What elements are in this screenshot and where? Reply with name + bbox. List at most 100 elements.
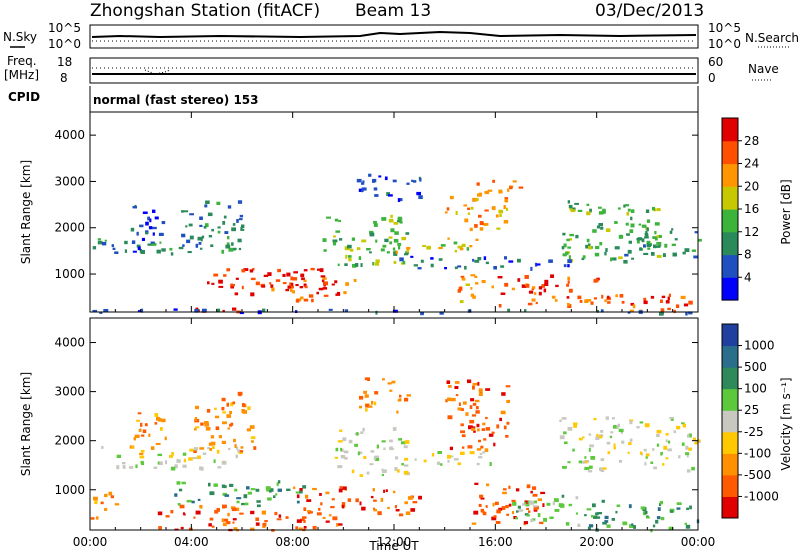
velocity-xtick-label: 00:00 (73, 535, 108, 549)
velocity-cell (599, 434, 604, 437)
velocity-cell (500, 410, 506, 415)
power-cell (149, 218, 152, 223)
velocity-cell (501, 506, 506, 510)
power-cell (498, 189, 503, 194)
velocity-cell (482, 422, 486, 426)
power-cell (230, 284, 235, 287)
power-cell (503, 205, 506, 209)
velocity-cell (575, 496, 579, 500)
power-cell (132, 250, 137, 253)
power-cell (659, 312, 664, 316)
velocity-cell (604, 515, 609, 520)
velocity-cell (663, 445, 668, 450)
velocity-cell (373, 509, 377, 512)
nsearch-label: N.Search (745, 31, 799, 45)
power-cell (491, 285, 494, 289)
power-cell (241, 224, 245, 228)
power-cell (323, 294, 329, 297)
velocity-cell (470, 398, 475, 402)
power-cell (304, 285, 308, 289)
power-cell (188, 223, 193, 227)
velocity-cell (493, 515, 497, 518)
velocity-cell (613, 425, 617, 429)
power-cell (344, 309, 349, 313)
velocity-cell (174, 493, 178, 497)
velocity-cell (274, 511, 278, 516)
velocity-cell (508, 485, 511, 489)
velocity-ytick-label: 3000 (54, 385, 85, 399)
velocity-cell (394, 505, 397, 509)
velocity-cell (214, 407, 217, 410)
velocity-cell (691, 466, 695, 471)
velocity-cell (498, 507, 503, 511)
power-cell (595, 245, 600, 250)
velocity-cell (588, 433, 592, 436)
velocity-cell (197, 455, 201, 460)
velocity-cell (277, 480, 281, 484)
power-cell (417, 267, 422, 270)
velocity-cell (211, 446, 215, 449)
velocity-cell (650, 528, 653, 533)
velocity-ytick-label: 2000 (54, 434, 85, 448)
power-cell (349, 248, 354, 252)
velocity-cell (325, 520, 330, 523)
velocity-cell (484, 448, 489, 452)
power-cell (92, 309, 98, 313)
velocity-cell (342, 437, 347, 441)
power-cell (458, 287, 463, 291)
power-cell (598, 223, 603, 227)
power-cell (665, 300, 670, 304)
power-cell (92, 246, 97, 250)
velocity-cell (199, 466, 203, 471)
power-cell (586, 211, 591, 216)
velocity-cell (188, 527, 193, 531)
power-cell (457, 289, 461, 293)
nsky-trace (91, 30, 697, 39)
velocity-cell (164, 436, 167, 441)
power-cell (328, 308, 333, 311)
velocity-cell (207, 447, 211, 450)
power-cell (507, 308, 511, 312)
velocity-xtick-label: 04:00 (174, 535, 209, 549)
velocity-cell (612, 417, 615, 420)
velocity-colorbar-frame (721, 323, 739, 519)
velocity-cell (299, 488, 303, 491)
power-cell (361, 187, 367, 191)
velocity-cell (629, 420, 633, 425)
power-cell (483, 223, 489, 226)
power-cell (397, 220, 402, 223)
velocity-cell (138, 429, 142, 432)
velocity-cell (476, 448, 482, 451)
velocity-cell (469, 405, 473, 409)
power-cell (623, 260, 628, 264)
velocity-cell (546, 502, 551, 506)
power-cell (459, 300, 464, 304)
power-cell (369, 251, 372, 254)
power-cell (504, 256, 507, 260)
power-cell (527, 302, 533, 306)
velocity-cell (186, 499, 192, 503)
velocity-cell (303, 520, 306, 523)
velocity-cell (472, 382, 478, 386)
velocity-cell (656, 429, 662, 434)
power-cell (478, 214, 482, 218)
power-cell (262, 308, 266, 312)
velocity-cell (177, 503, 181, 506)
velocity-cell (208, 482, 211, 487)
velocity-cell (605, 416, 609, 420)
power-cell (99, 311, 103, 314)
power-cell (438, 246, 443, 250)
power-cell (654, 222, 660, 226)
velocity-cell (447, 397, 452, 402)
velocity-cell (222, 506, 225, 509)
velocity-cell (475, 410, 480, 414)
power-cell (373, 187, 378, 191)
power-cell (567, 259, 572, 264)
power-cell (322, 277, 327, 280)
power-cell (561, 246, 565, 250)
velocity-cell (183, 458, 186, 463)
velocity-cell (199, 504, 203, 509)
velocity-cell (370, 400, 374, 405)
power-cell (159, 241, 162, 244)
power-cell (267, 272, 272, 276)
